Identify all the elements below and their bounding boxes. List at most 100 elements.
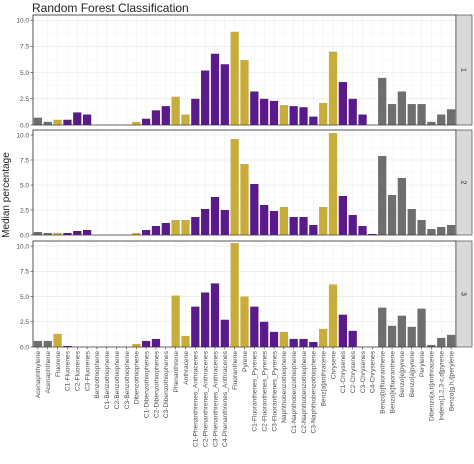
x-tick-label: Chrysene xyxy=(330,351,337,380)
bar-2-16 xyxy=(191,217,200,235)
x-tick-label: Benzo[g,h,i]perylene xyxy=(448,351,455,411)
bar-2-28 xyxy=(309,225,318,235)
bar-3-10 xyxy=(132,343,141,347)
bar-1-4 xyxy=(73,112,82,125)
bar-2-26 xyxy=(289,217,298,235)
bar-3-29 xyxy=(319,328,328,347)
bar-3-32 xyxy=(348,330,357,347)
x-tick-label: C3-Fluorenes xyxy=(84,350,91,391)
bar-3-19 xyxy=(220,319,229,347)
x-tick-label: C4-Phenanthrenes_Anthracenes xyxy=(222,350,229,447)
x-tick-label: C1-Fluoranthenes_Pyrenes xyxy=(252,350,259,431)
x-tick-label: Benzo[a]pyrene xyxy=(409,351,416,398)
bar-3-39 xyxy=(417,308,426,347)
bar-2-1 xyxy=(43,233,52,235)
x-tick-label: Indeno[1,2,3-c,d]pyrene xyxy=(439,351,446,421)
bar-2-12 xyxy=(151,226,161,235)
bar-3-23 xyxy=(260,321,269,347)
bar-3-18 xyxy=(210,283,220,347)
bar-1-18 xyxy=(210,53,220,126)
bar-1-1 xyxy=(43,121,52,125)
bar-1-10 xyxy=(132,121,141,125)
y-tick-label: 0.0 xyxy=(20,232,29,239)
bar-2-15 xyxy=(181,220,190,235)
bar-2-24 xyxy=(269,211,279,235)
bar-1-16 xyxy=(191,98,200,125)
bar-2-37 xyxy=(397,178,407,235)
bar-2-23 xyxy=(260,205,269,235)
bar-1-14 xyxy=(171,96,180,125)
bar-1-33 xyxy=(358,114,367,125)
x-tick-label: C1-Fluorenes xyxy=(65,350,72,391)
bar-2-22 xyxy=(250,184,259,235)
y-tick-label: 5.0 xyxy=(20,182,29,189)
y-tick-label: 0.0 xyxy=(20,344,29,351)
facet-panel-1: 0.0 2.5 5.0 7.5 10.0 1 xyxy=(16,14,473,129)
bar-1-0 xyxy=(33,117,43,125)
bar-3-25 xyxy=(279,331,288,347)
bar-2-39 xyxy=(417,220,426,235)
bar-3-16 xyxy=(191,306,200,347)
x-tick-label: C2-Fluoranthenes_Pyrenes xyxy=(261,350,268,431)
bar-3-40 xyxy=(427,344,436,347)
facet-panel-2: 0.0 2.5 5.0 7.5 10.0 2 xyxy=(16,129,473,239)
y-axis-label: Median percentage xyxy=(1,152,12,238)
bar-1-2 xyxy=(53,119,62,125)
bar-3-11 xyxy=(142,340,151,347)
bar-1-22 xyxy=(250,91,259,125)
bar-1-31 xyxy=(338,82,347,125)
bar-1-13 xyxy=(161,106,170,125)
x-tick-label: C2-Fluorenes xyxy=(75,350,82,391)
x-tick-label: C1-Dibenzothiophenes xyxy=(143,350,150,418)
x-tick-label: Anthracene xyxy=(183,351,190,385)
x-tick-label: Phenanthrene xyxy=(173,351,180,393)
bar-3-35 xyxy=(378,307,387,347)
bar-3-2 xyxy=(53,333,62,347)
bar-1-36 xyxy=(387,104,397,125)
bar-1-12 xyxy=(151,110,161,125)
x-tick-label: C2-Phenanthrenes_Anthracenes xyxy=(202,350,209,447)
y-tick-label: 2.5 xyxy=(20,319,29,326)
bar-3-38 xyxy=(407,326,416,347)
bar-1-25 xyxy=(279,105,288,125)
y-tick-label: 0.0 xyxy=(20,122,29,129)
bar-3-0 xyxy=(33,340,43,347)
bar-3-12 xyxy=(151,338,161,347)
x-tick-label: Benzo[b]fluoranthene xyxy=(380,351,387,414)
bar-2-21 xyxy=(240,164,249,235)
bar-2-19 xyxy=(220,210,229,235)
y-tick-label: 5.0 xyxy=(20,70,29,77)
x-tick-label: Dibenzo[a,h]anthracene xyxy=(429,351,436,421)
x-tick-label: C1-Benzothiophene xyxy=(104,351,111,410)
bar-3-22 xyxy=(250,306,259,347)
bar-1-3 xyxy=(63,119,72,125)
facet-strip-label: 1 xyxy=(460,68,467,72)
bar-1-30 xyxy=(328,51,338,125)
bar-2-13 xyxy=(161,223,170,235)
bar-1-19 xyxy=(220,64,229,125)
bar-3-31 xyxy=(338,314,347,347)
x-tick-label: C3-Fluoranthenes_Pyrenes xyxy=(271,350,278,431)
bar-2-14 xyxy=(171,220,180,235)
x-tick-label: C3-Dibenzothiophenes xyxy=(163,350,170,418)
bar-3-17 xyxy=(201,292,210,347)
x-tick-label: C1-Naphthobenzothiophene xyxy=(291,351,298,434)
bar-3-20 xyxy=(230,243,239,347)
facet-strip xyxy=(455,14,473,126)
y-tick-label: 10.0 xyxy=(16,18,29,25)
bar-2-5 xyxy=(82,230,92,235)
bar-1-5 xyxy=(82,114,92,125)
y-tick-label: 7.5 xyxy=(20,269,29,276)
bar-1-11 xyxy=(142,118,151,125)
bar-2-10 xyxy=(132,233,141,235)
bar-1-21 xyxy=(240,60,249,125)
bar-3-30 xyxy=(328,284,338,347)
x-tick-label: Fluoranthene xyxy=(232,351,239,390)
x-tick-label: C2-Dibenzothiophenes xyxy=(153,350,160,418)
x-tick-label: C3-Phenanthrenes_Anthracenes xyxy=(212,350,219,447)
y-tick-label: 5.0 xyxy=(20,294,29,301)
bar-2-35 xyxy=(378,156,387,235)
bar-2-42 xyxy=(446,225,456,235)
y-tick-label: 7.5 xyxy=(20,44,29,51)
